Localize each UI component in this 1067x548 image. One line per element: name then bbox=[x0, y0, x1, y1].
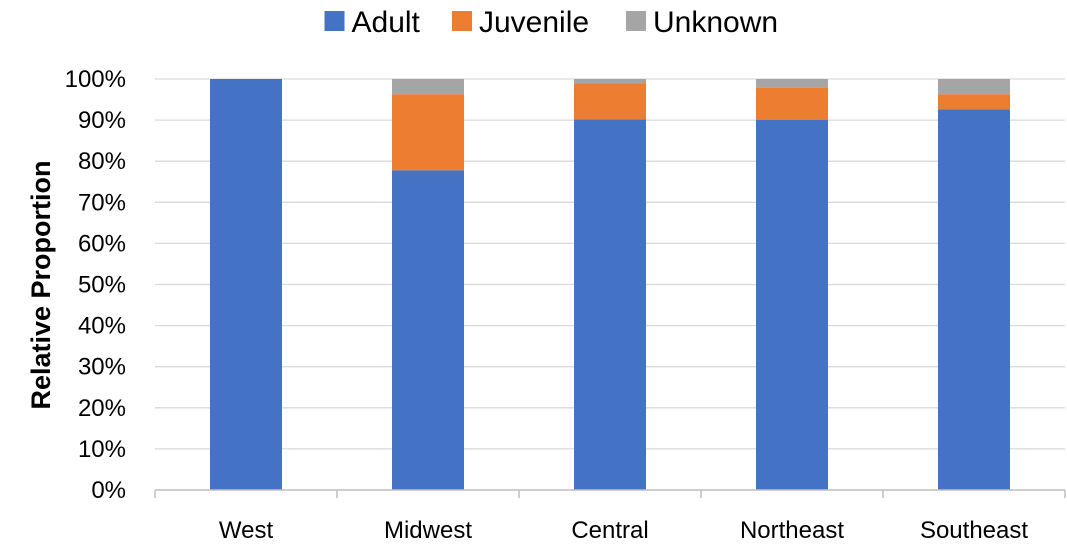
legend: Adult Juvenile Unknown bbox=[324, 6, 778, 39]
y-tick-label: 40% bbox=[78, 313, 126, 340]
y-tick-label: 50% bbox=[78, 272, 126, 299]
legend-label-adult: Adult bbox=[352, 6, 421, 39]
y-tick-label: 20% bbox=[78, 395, 126, 422]
bar-adult-central bbox=[574, 119, 646, 490]
x-tick-label: Northeast bbox=[740, 517, 844, 544]
bar-juvenile-midwest bbox=[392, 94, 464, 171]
bar-adult-southeast bbox=[938, 109, 1010, 490]
bar-unknown-midwest bbox=[392, 79, 464, 95]
legend-label-juvenile: Juvenile bbox=[479, 6, 589, 39]
legend-swatch-adult bbox=[324, 11, 345, 31]
x-tick-labels: West Midwest Central Northeast Southeast bbox=[219, 517, 1028, 544]
y-tick-label: 80% bbox=[78, 148, 126, 175]
bar-juvenile-southeast bbox=[938, 94, 1010, 110]
bar-unknown-southeast bbox=[938, 79, 1010, 95]
y-tick-label: 60% bbox=[78, 230, 126, 257]
bar-adult-west bbox=[210, 79, 282, 490]
bar-unknown-central bbox=[574, 79, 646, 84]
legend-label-unknown: Unknown bbox=[653, 6, 778, 39]
bar-adult-northeast bbox=[756, 119, 828, 491]
x-tick-label: Central bbox=[571, 517, 648, 544]
legend-swatch-juvenile bbox=[452, 11, 472, 31]
y-tick-label: 30% bbox=[78, 354, 126, 381]
axes bbox=[154, 489, 1066, 498]
bar-juvenile-central bbox=[574, 83, 646, 120]
y-axis-title: Relative Proportion bbox=[26, 160, 56, 409]
y-tick-label: 90% bbox=[78, 107, 126, 134]
bar-unknown-northeast bbox=[756, 79, 828, 88]
y-tick-label: 70% bbox=[78, 189, 126, 216]
y-tick-label: 10% bbox=[78, 436, 126, 463]
bars bbox=[210, 79, 1010, 491]
x-tick-label: Midwest bbox=[384, 517, 472, 544]
bar-juvenile-northeast bbox=[756, 87, 828, 120]
x-tick-label: Southeast bbox=[920, 517, 1028, 544]
y-tick-labels: 0% 10% 20% 30% 40% 50% 60% 70% 80% 90% 100% bbox=[65, 66, 126, 504]
bar-adult-midwest bbox=[392, 170, 464, 490]
y-tick-label: 0% bbox=[91, 477, 126, 504]
legend-swatch-unknown bbox=[626, 11, 646, 31]
x-tick-label: West bbox=[219, 517, 274, 544]
y-tick-label: 100% bbox=[65, 66, 126, 93]
